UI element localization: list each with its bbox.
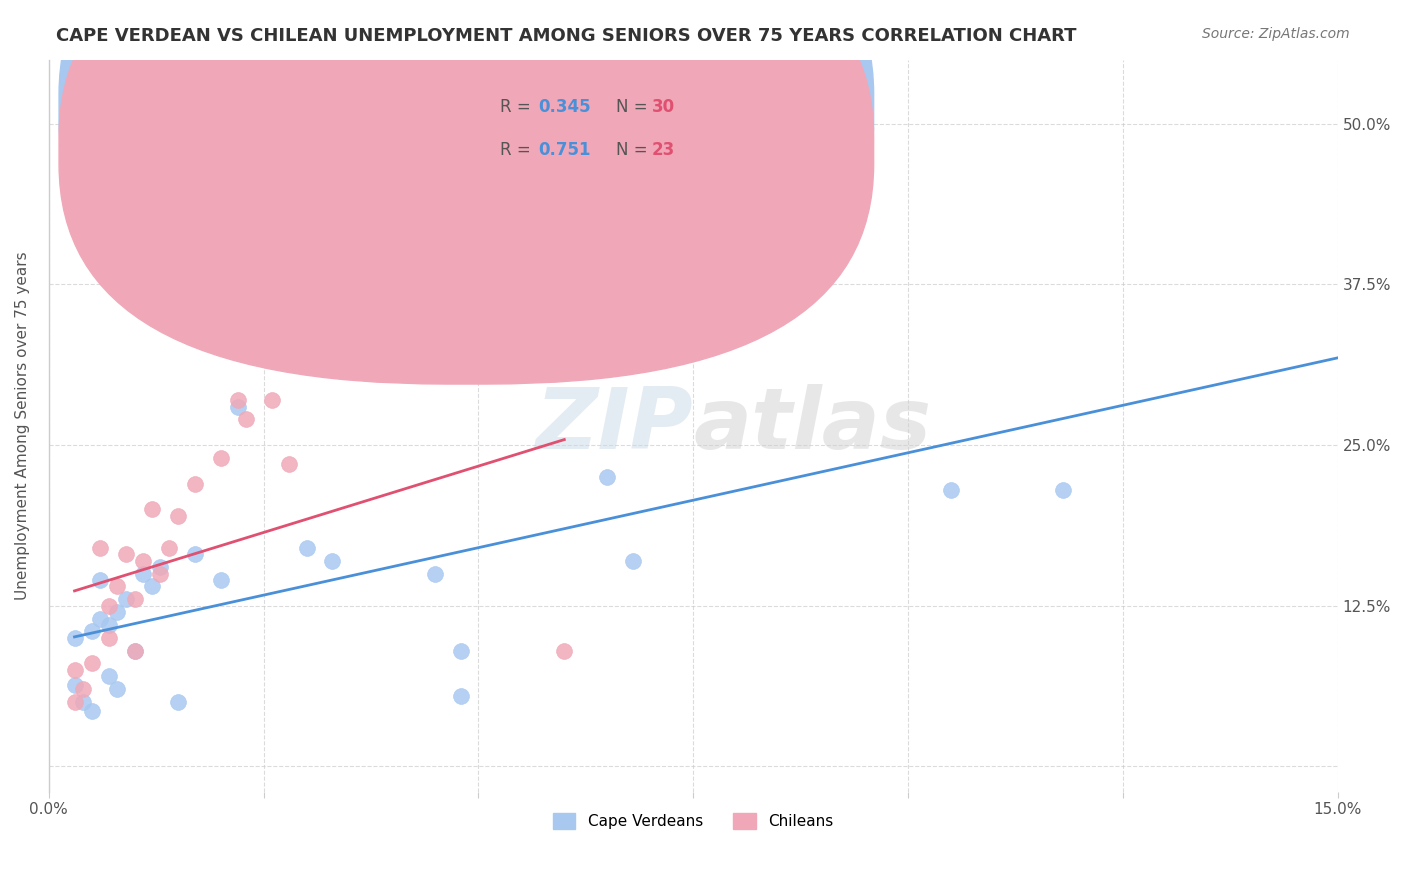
Point [596, 470, 619, 484]
Text: R =: R = [501, 98, 536, 116]
Point [132, 566, 155, 581]
Text: 0.751: 0.751 [538, 141, 591, 159]
Point [72, 695, 94, 709]
Point [107, 682, 129, 697]
Text: N =: N = [616, 98, 652, 116]
Point [278, 458, 301, 472]
Text: N =: N = [616, 141, 652, 159]
Point [89, 573, 111, 587]
Point [97, 618, 120, 632]
Point [785, 245, 807, 260]
Point [262, 393, 284, 408]
Text: R =: R = [501, 141, 536, 159]
Point [63, 678, 86, 692]
FancyBboxPatch shape [59, 0, 873, 342]
Point [450, 689, 472, 703]
Point [149, 566, 172, 581]
Point [1052, 483, 1074, 497]
Point [209, 450, 232, 465]
Text: 30: 30 [652, 98, 675, 116]
Point [226, 393, 249, 408]
Point [553, 643, 575, 657]
Text: 23: 23 [652, 141, 675, 159]
Text: atlas: atlas [693, 384, 931, 467]
Point [115, 547, 138, 561]
Point [124, 643, 146, 657]
Text: 0.345: 0.345 [538, 98, 591, 116]
Point [166, 695, 188, 709]
Point [72, 682, 94, 697]
Point [132, 554, 155, 568]
Point [63, 631, 86, 645]
Point [107, 605, 129, 619]
Point [295, 541, 318, 555]
Point [235, 412, 257, 426]
Point [209, 573, 232, 587]
FancyBboxPatch shape [59, 0, 873, 384]
Point [226, 400, 249, 414]
Text: ZIP: ZIP [536, 384, 693, 467]
Point [97, 631, 120, 645]
Point [939, 483, 962, 497]
Legend: Cape Verdeans, Chileans: Cape Verdeans, Chileans [547, 807, 839, 836]
Point [184, 547, 207, 561]
Point [80, 624, 103, 639]
Point [321, 554, 343, 568]
Point [425, 566, 447, 581]
Point [124, 643, 146, 657]
Point [157, 541, 180, 555]
Point [115, 592, 138, 607]
Point [63, 695, 86, 709]
Point [89, 541, 111, 555]
Point [80, 704, 103, 718]
FancyBboxPatch shape [423, 86, 815, 192]
Point [621, 554, 644, 568]
Point [141, 579, 163, 593]
Text: CAPE VERDEAN VS CHILEAN UNEMPLOYMENT AMONG SENIORS OVER 75 YEARS CORRELATION CHA: CAPE VERDEAN VS CHILEAN UNEMPLOYMENT AMO… [56, 27, 1077, 45]
Y-axis label: Unemployment Among Seniors over 75 years: Unemployment Among Seniors over 75 years [15, 252, 30, 600]
Point [124, 592, 146, 607]
Point [97, 599, 120, 613]
Point [141, 502, 163, 516]
Text: Source: ZipAtlas.com: Source: ZipAtlas.com [1202, 27, 1350, 41]
Point [63, 663, 86, 677]
Point [149, 560, 172, 574]
Point [166, 508, 188, 523]
Point [80, 657, 103, 671]
Point [107, 579, 129, 593]
Point [89, 611, 111, 625]
Point [184, 476, 207, 491]
Point [97, 669, 120, 683]
Point [450, 643, 472, 657]
